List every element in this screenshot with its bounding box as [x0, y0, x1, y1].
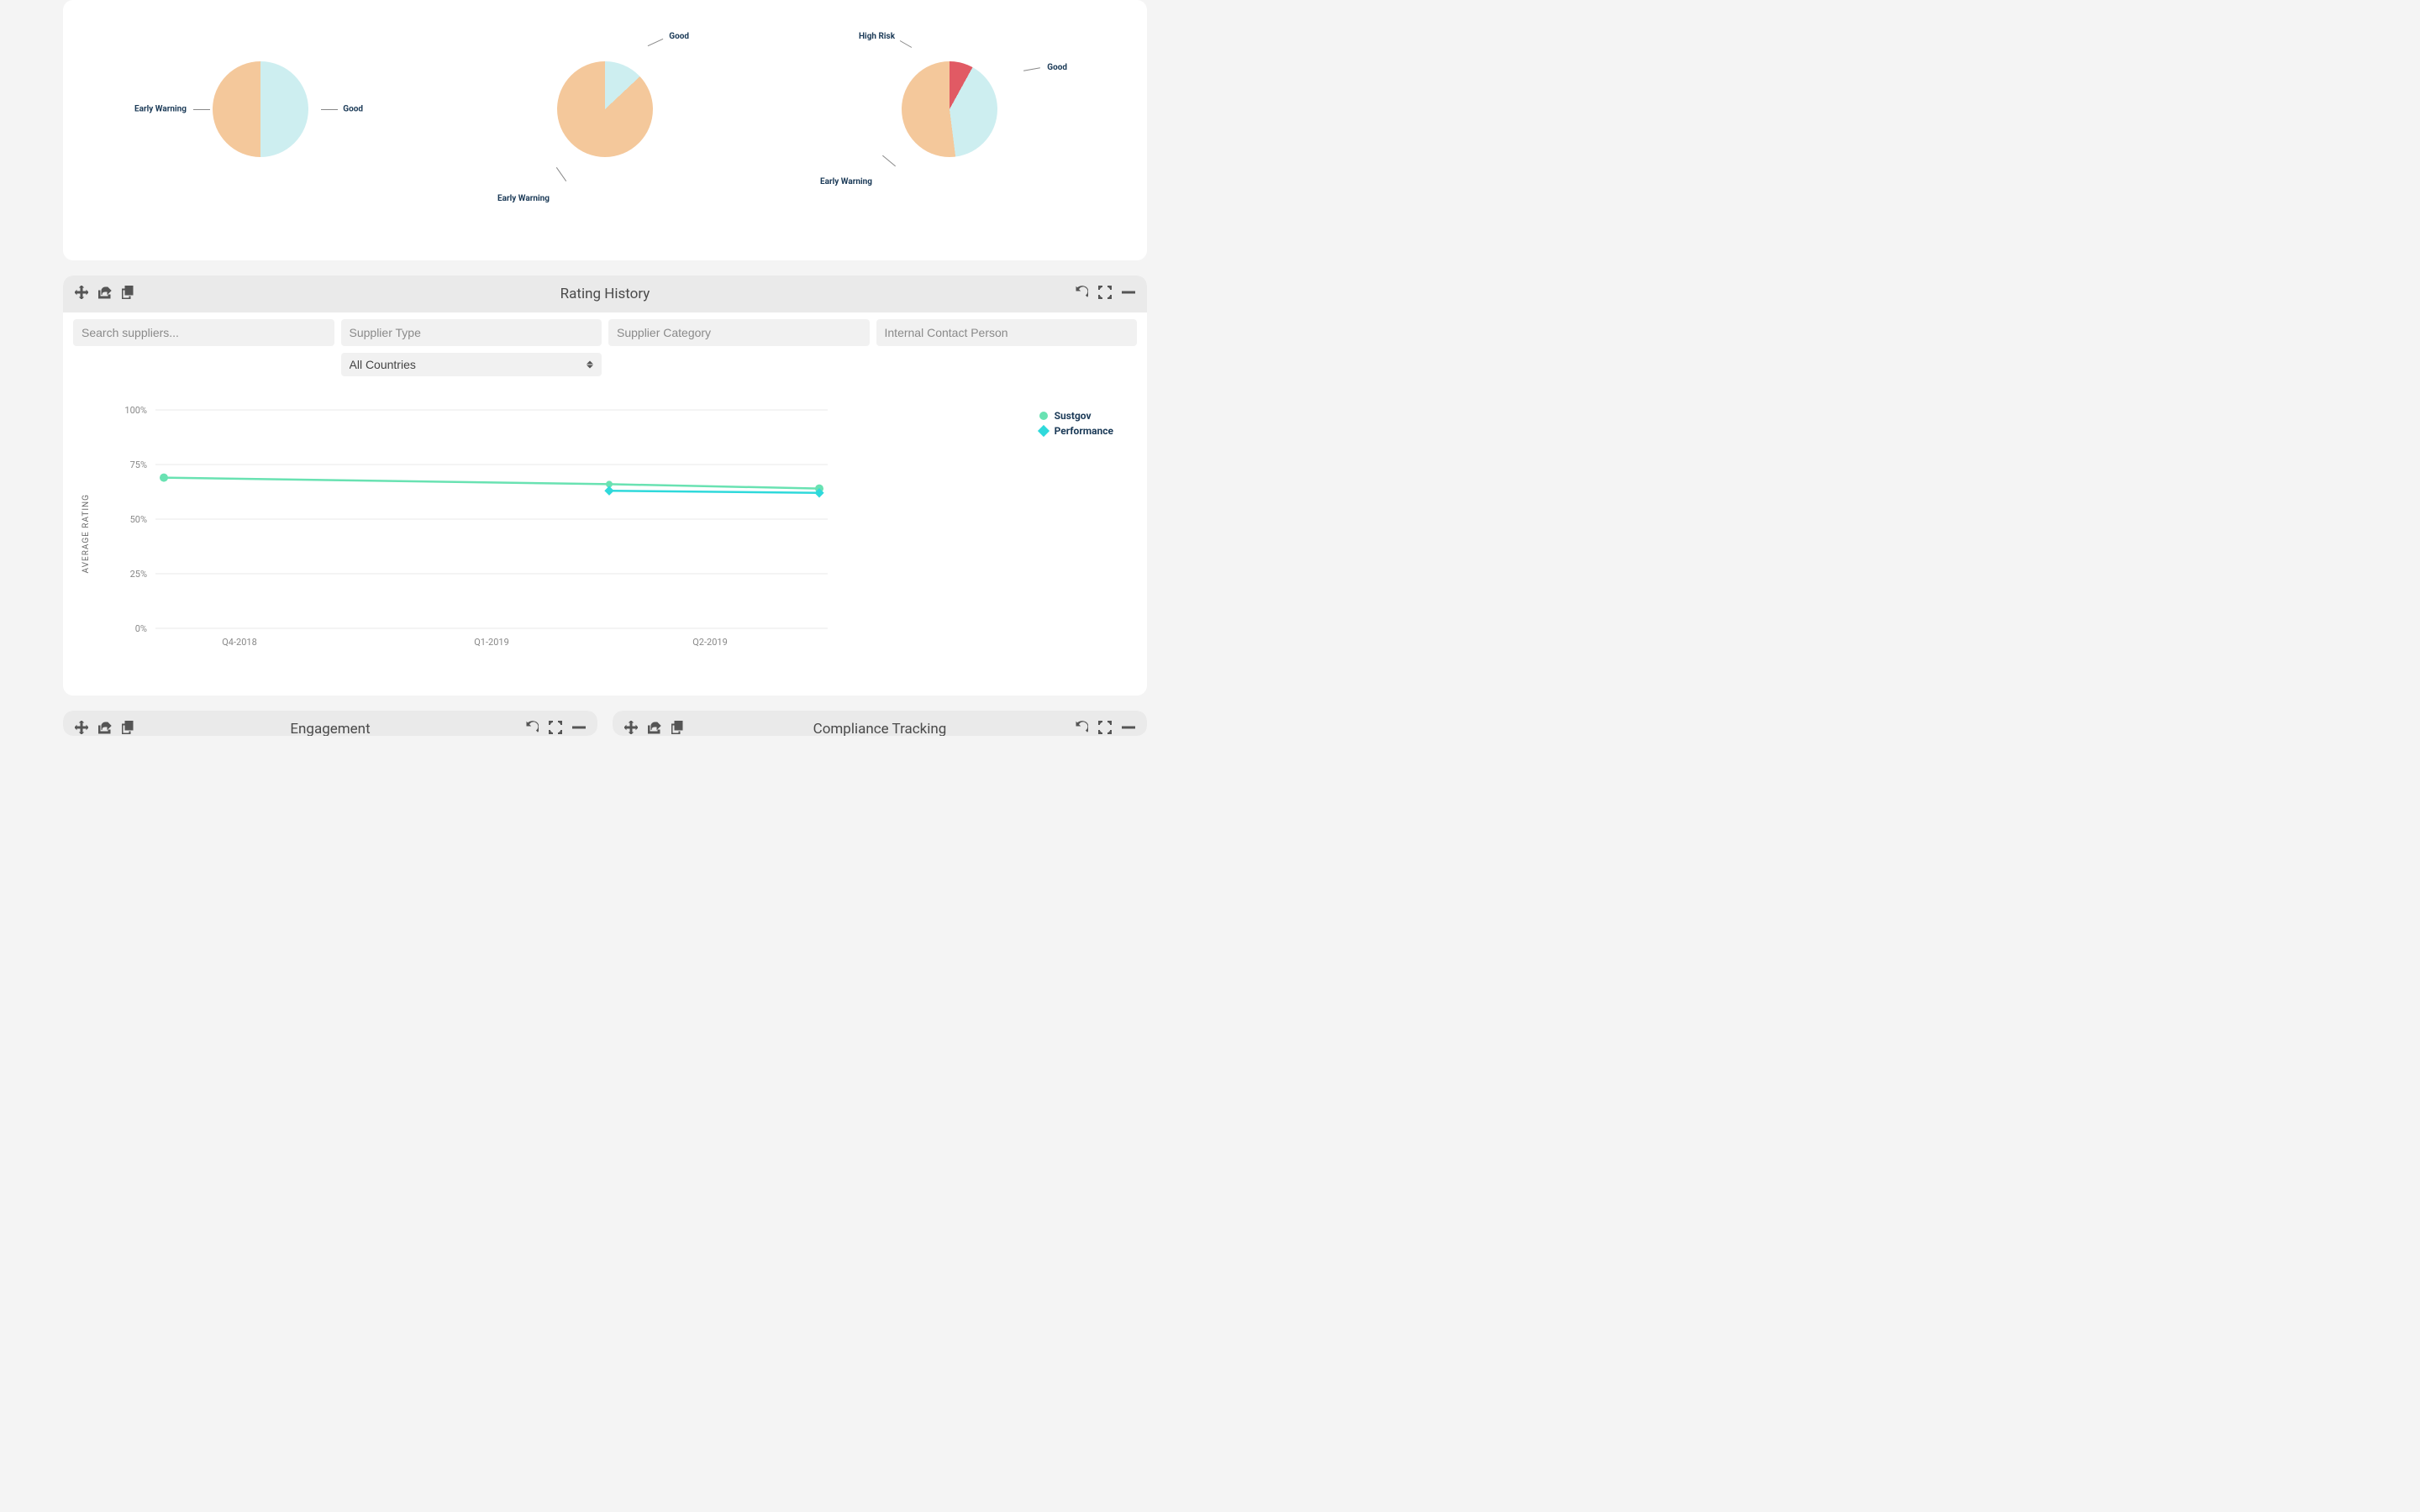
pie-2-line-warning: [556, 167, 566, 181]
x-label-0: Q4-2018: [222, 637, 257, 648]
pie-2-label-warning: Early Warning: [497, 194, 550, 203]
pies-row: Good Early Warning Good Early Warning Hi…: [63, 0, 1147, 260]
search-suppliers-input[interactable]: [73, 319, 334, 346]
pie-2-graphic: [557, 61, 653, 157]
svg-text:25%: 25%: [130, 569, 147, 580]
pie-3-label-good: Good: [1047, 63, 1067, 72]
panel-title: Compliance Tracking: [813, 721, 947, 736]
compliance-panel: Compliance Tracking: [613, 711, 1147, 736]
legend-performance[interactable]: Performance: [1039, 425, 1113, 437]
pie-3-line-highrisk: [900, 40, 912, 48]
share-icon[interactable]: [98, 721, 112, 736]
series-performance-point-0: [604, 486, 613, 496]
x-label-1: Q1-2019: [474, 637, 509, 648]
pie-3-line-warning: [882, 155, 896, 167]
copy-icon[interactable]: [122, 286, 135, 302]
move-icon[interactable]: [75, 721, 88, 736]
chart-legend: Sustgov Performance: [1039, 410, 1113, 440]
refresh-icon[interactable]: [1075, 286, 1088, 302]
svg-text:50%: 50%: [130, 514, 147, 525]
pie-1-label-warning: Early Warning: [134, 105, 187, 114]
refresh-icon[interactable]: [1075, 721, 1088, 736]
bottom-panels-row: Engagement Compliance Tracking: [63, 711, 1147, 736]
series-sustgov-line: [164, 478, 819, 489]
svg-text:75%: 75%: [130, 459, 147, 470]
engagement-header: Engagement: [63, 711, 597, 736]
supplier-type-input[interactable]: [341, 319, 602, 346]
risk-pies-panel: Good Early Warning Good Early Warning Hi…: [63, 0, 1147, 260]
pie-3-label-warning: Early Warning: [820, 177, 872, 186]
rating-history-panel: Rating History All Countries AVERAGE RAT…: [63, 276, 1147, 696]
series-performance-line: [609, 491, 819, 493]
internal-contact-input[interactable]: [876, 319, 1138, 346]
expand-icon[interactable]: [1098, 286, 1112, 302]
move-icon[interactable]: [624, 721, 638, 736]
legend-sustgov-marker-icon: [1039, 412, 1048, 420]
country-select-row: All Countries: [63, 346, 1147, 376]
supplier-category-input[interactable]: [608, 319, 870, 346]
legend-sustgov[interactable]: Sustgov: [1039, 410, 1113, 422]
copy-icon[interactable]: [671, 721, 685, 736]
pie-1-line-warning: [193, 109, 210, 110]
minimize-icon[interactable]: [1122, 721, 1135, 736]
move-icon[interactable]: [75, 286, 88, 302]
pie-3-label-highrisk: High Risk: [859, 32, 895, 41]
panel-title: Engagement: [290, 721, 370, 736]
series-sustgov-point-0: [160, 474, 168, 482]
panel-title: Rating History: [560, 286, 650, 302]
expand-icon[interactable]: [549, 721, 562, 736]
country-select[interactable]: All Countries: [341, 353, 602, 376]
select-caret-icon: [587, 361, 593, 369]
expand-icon[interactable]: [1098, 721, 1112, 736]
svg-text:0%: 0%: [135, 623, 147, 634]
copy-icon[interactable]: [122, 721, 135, 736]
legend-performance-label: Performance: [1055, 425, 1113, 437]
share-icon[interactable]: [98, 286, 112, 302]
pie-3-graphic: [902, 61, 997, 157]
line-chart-svg: 100% 75% 50% 25% 0% Q4-2018 Q1-2019 Q2-2…: [88, 393, 945, 662]
y-axis-title: AVERAGE RATING: [82, 494, 91, 573]
pie-2-line-good: [648, 39, 664, 46]
legend-sustgov-label: Sustgov: [1055, 410, 1092, 422]
pie-1-line-good: [321, 109, 338, 110]
svg-text:100%: 100%: [124, 405, 147, 416]
pie-chart-1: Good Early Warning: [134, 34, 387, 185]
minimize-icon[interactable]: [572, 721, 586, 736]
pie-chart-3: High Risk Good Early Warning: [823, 34, 1076, 185]
pie-3-line-good: [1023, 67, 1040, 71]
share-icon[interactable]: [648, 721, 661, 736]
filters-row: [63, 312, 1147, 346]
rating-line-chart: AVERAGE RATING 100% 75% 50% 25% 0% Q4-20…: [63, 376, 1147, 696]
refresh-icon[interactable]: [525, 721, 539, 736]
legend-performance-marker-icon: [1038, 425, 1050, 437]
pie-2-label-good: Good: [669, 32, 689, 41]
pie-1-label-good: Good: [343, 105, 363, 114]
rating-history-header: Rating History: [63, 276, 1147, 312]
engagement-panel: Engagement: [63, 711, 597, 736]
pie-chart-2: Good Early Warning: [479, 34, 731, 185]
x-label-2: Q2-2019: [692, 637, 728, 648]
minimize-icon[interactable]: [1122, 286, 1135, 302]
compliance-header: Compliance Tracking: [613, 711, 1147, 736]
pie-1-graphic: [213, 61, 308, 157]
